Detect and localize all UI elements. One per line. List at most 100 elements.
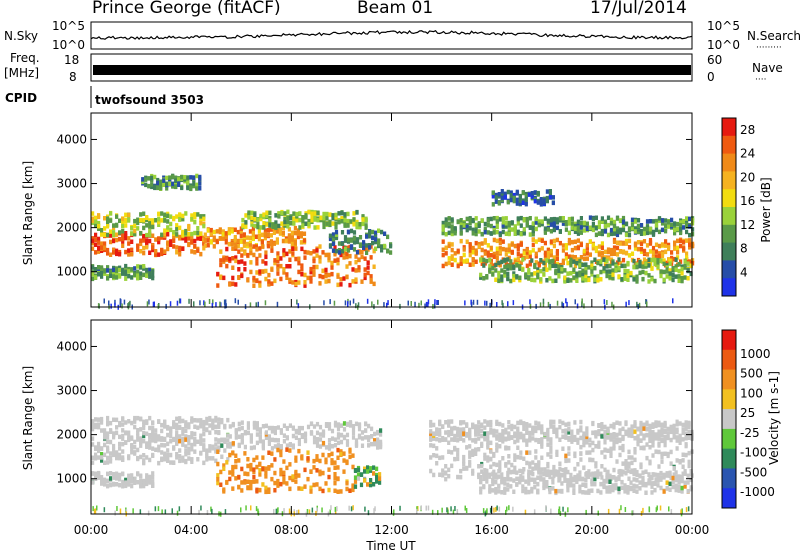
scatter-cell — [602, 484, 606, 490]
scatter-cell — [662, 475, 666, 480]
scatter-cell — [100, 428, 104, 433]
scatter-cell — [144, 182, 148, 188]
noise-cell — [386, 302, 388, 308]
scatter-cell — [681, 464, 685, 469]
scatter-cell — [491, 194, 495, 199]
scatter-cell — [518, 275, 522, 280]
scatter-cell — [183, 175, 187, 180]
noise-cell — [562, 506, 564, 512]
scatter-cell — [688, 224, 692, 229]
scatter-cell — [177, 178, 181, 183]
scatter-cell — [205, 448, 209, 453]
scatter-cell — [584, 277, 588, 283]
scatter-cell — [340, 241, 345, 246]
scatter-cell — [148, 475, 152, 480]
scatter-cell — [680, 271, 684, 276]
scatter-cell — [492, 428, 496, 434]
scatter-cell — [214, 442, 218, 447]
scatter-cell — [671, 273, 675, 278]
freq-label: Freq. — [10, 51, 40, 65]
scatter-cell — [237, 267, 241, 272]
scatter-cell — [483, 452, 487, 458]
scatter-cell — [294, 455, 298, 460]
noise-cell — [344, 300, 347, 306]
scatter-cell — [519, 450, 523, 455]
scatter-cell — [525, 254, 529, 260]
scatter-cell — [258, 269, 262, 274]
scatter-cell — [160, 232, 164, 238]
scatter-cell — [148, 457, 152, 463]
noise-cell — [206, 510, 209, 515]
scatter-cell — [351, 426, 356, 432]
scatter-cell — [336, 435, 341, 440]
scatter-cell — [175, 452, 179, 457]
scatter-cell — [688, 232, 692, 238]
scatter-cell — [621, 443, 625, 449]
scatter-cell — [679, 259, 683, 264]
scatter-cell — [680, 264, 684, 269]
scatter-cell — [676, 226, 680, 232]
scatter-cell — [673, 227, 677, 233]
scatter-cell — [366, 260, 370, 265]
scatter-cell — [447, 473, 451, 479]
scatter-cell — [139, 443, 143, 448]
scatter-cell — [528, 232, 532, 237]
scatter-cell — [685, 222, 689, 227]
scatter-cell — [522, 437, 526, 442]
scatter-cell — [673, 221, 677, 226]
scatter-cell — [510, 220, 514, 225]
scatter-cell — [220, 437, 224, 442]
scatter-cell — [228, 282, 232, 287]
noise-cell — [424, 303, 426, 309]
scatter-cell — [234, 435, 238, 440]
scatter-cell — [142, 233, 146, 239]
scatter-cell — [609, 230, 614, 235]
scatter-cell — [593, 481, 597, 487]
scatter-cell — [262, 225, 266, 230]
scatter-cell — [509, 265, 513, 271]
scatter-cell — [312, 269, 316, 274]
scatter-cell — [537, 438, 541, 443]
scatter-cell — [441, 473, 445, 478]
scatter-cell — [255, 455, 259, 460]
scatter-cell — [525, 263, 529, 269]
scatter-cell — [486, 440, 490, 445]
scatter-cell — [606, 428, 610, 434]
colorbar-swatch — [722, 389, 736, 410]
scatter-cell — [193, 424, 197, 429]
scatter-cell — [657, 422, 661, 428]
scatter-cell — [621, 461, 625, 466]
scatter-cell — [623, 486, 627, 491]
scatter-cell — [166, 458, 170, 463]
scatter-cell — [358, 235, 363, 240]
scatter-cell — [525, 220, 529, 225]
scatter-cell — [221, 229, 225, 234]
scatter-cell — [534, 251, 538, 257]
scatter-cell — [459, 474, 463, 480]
scatter-cell — [222, 466, 226, 471]
scatter-cell — [504, 445, 508, 450]
scatter-cell — [444, 476, 448, 482]
scatter-cell — [334, 248, 339, 254]
scatter-cell — [689, 469, 693, 474]
scatter-cell — [288, 486, 292, 492]
scatter-cell — [557, 264, 561, 269]
scatter-cell — [543, 228, 547, 234]
scatter-cell — [503, 264, 507, 270]
scatter-cell — [252, 479, 256, 484]
scatter-cell — [289, 221, 293, 226]
scatter-cell — [148, 433, 152, 438]
scatter-cell — [226, 417, 230, 423]
scatter-cell — [563, 279, 567, 284]
scatter-cell — [109, 459, 113, 464]
scatter-cell — [679, 227, 683, 232]
scatter-cell — [605, 264, 609, 269]
scatter-cell — [187, 232, 191, 237]
scatter-cell — [587, 471, 591, 476]
scatter-cell — [359, 472, 364, 477]
scatter-cell — [483, 229, 487, 235]
scatter-cell — [540, 455, 544, 460]
scatter-cell — [274, 213, 278, 218]
scatter-cell — [549, 437, 553, 442]
scatter-cell — [310, 211, 314, 216]
